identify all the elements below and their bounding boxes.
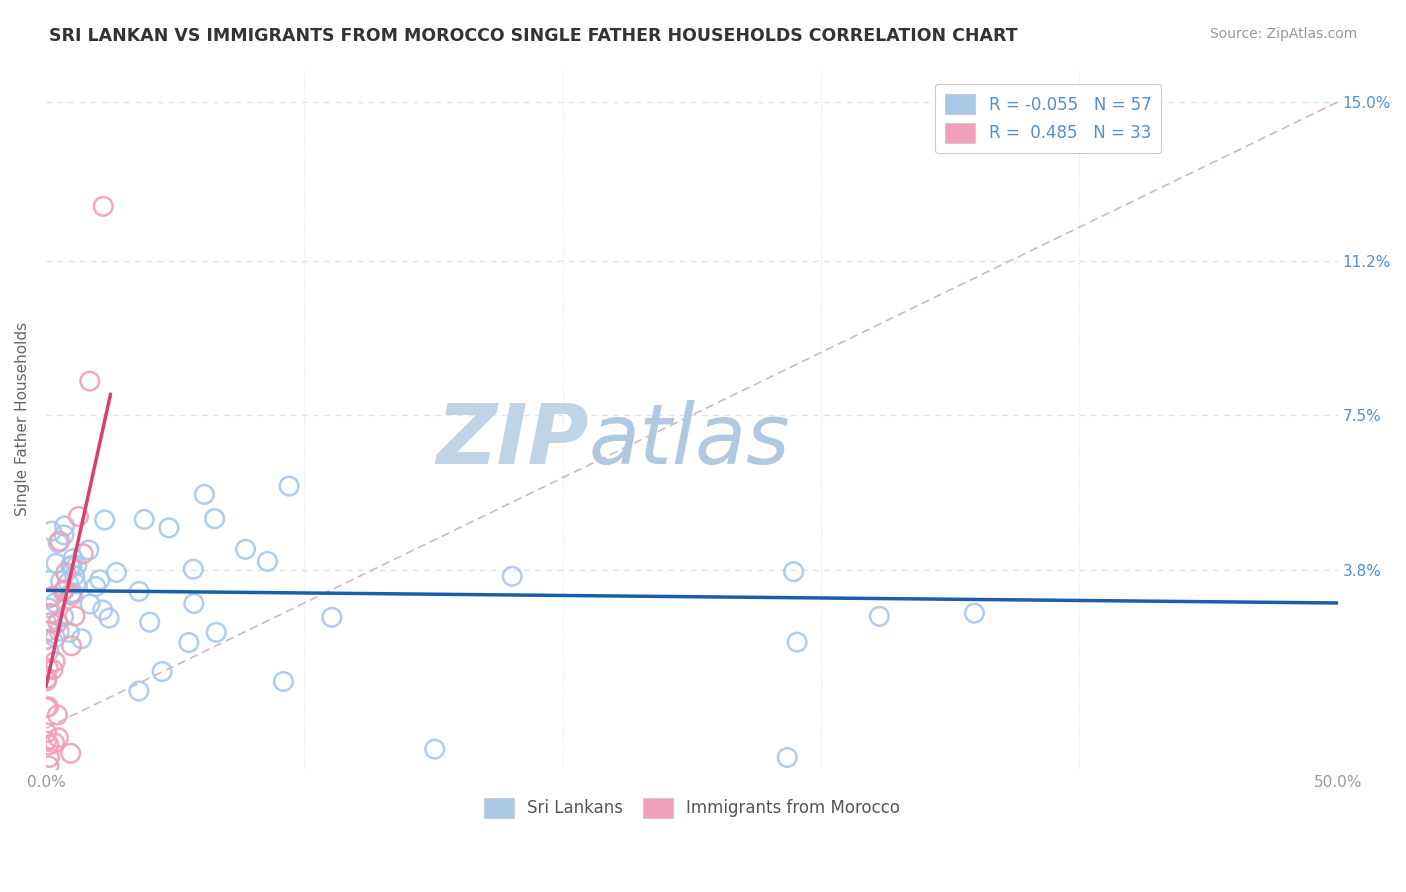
Point bbox=[235, 542, 257, 557]
Point bbox=[134, 512, 156, 526]
Point bbox=[65, 576, 87, 591]
Text: ZIP: ZIP bbox=[436, 400, 589, 481]
Point bbox=[48, 624, 70, 639]
Point bbox=[45, 557, 67, 571]
Point bbox=[38, 574, 60, 588]
Point bbox=[84, 580, 107, 594]
Point bbox=[98, 611, 121, 625]
Point bbox=[35, 672, 58, 686]
Point bbox=[52, 609, 75, 624]
Point bbox=[93, 513, 115, 527]
Point bbox=[193, 487, 215, 501]
Point bbox=[321, 610, 343, 624]
Point bbox=[49, 534, 72, 549]
Point bbox=[52, 584, 75, 599]
Point bbox=[35, 700, 58, 714]
Point bbox=[77, 543, 100, 558]
Point bbox=[776, 750, 799, 764]
Point bbox=[205, 625, 228, 640]
Point bbox=[89, 573, 111, 587]
Point bbox=[58, 625, 80, 640]
Point bbox=[183, 562, 205, 576]
Point bbox=[79, 597, 101, 611]
Point bbox=[35, 632, 58, 647]
Point bbox=[91, 603, 114, 617]
Point bbox=[46, 731, 69, 745]
Point bbox=[66, 558, 89, 573]
Point bbox=[204, 511, 226, 525]
Point bbox=[62, 585, 84, 599]
Text: Source: ZipAtlas.com: Source: ZipAtlas.com bbox=[1209, 27, 1357, 41]
Point bbox=[38, 644, 60, 658]
Point bbox=[157, 521, 180, 535]
Point bbox=[35, 726, 58, 740]
Point bbox=[273, 674, 295, 689]
Point bbox=[128, 584, 150, 599]
Point bbox=[46, 708, 69, 723]
Point bbox=[183, 596, 205, 610]
Y-axis label: Single Father Households: Single Father Households bbox=[15, 322, 30, 516]
Point bbox=[63, 568, 86, 582]
Point bbox=[786, 635, 808, 649]
Point bbox=[58, 575, 80, 590]
Point bbox=[53, 582, 76, 597]
Point bbox=[38, 601, 60, 615]
Point bbox=[38, 750, 60, 764]
Point bbox=[67, 509, 90, 524]
Point bbox=[59, 747, 82, 761]
Point bbox=[41, 524, 63, 538]
Point bbox=[423, 742, 446, 756]
Point bbox=[46, 535, 69, 549]
Point bbox=[138, 615, 160, 629]
Point bbox=[38, 591, 60, 606]
Text: atlas: atlas bbox=[589, 400, 790, 481]
Point bbox=[35, 673, 58, 688]
Point bbox=[177, 635, 200, 649]
Point bbox=[150, 665, 173, 679]
Point bbox=[37, 699, 59, 714]
Point bbox=[37, 661, 59, 675]
Point bbox=[91, 199, 114, 213]
Point bbox=[60, 558, 83, 573]
Point bbox=[39, 607, 62, 621]
Point bbox=[128, 684, 150, 698]
Point bbox=[53, 528, 76, 542]
Point bbox=[44, 631, 66, 645]
Point bbox=[59, 559, 82, 574]
Point bbox=[42, 663, 65, 677]
Point bbox=[53, 519, 76, 533]
Point bbox=[63, 609, 86, 624]
Point bbox=[49, 574, 72, 589]
Point bbox=[44, 655, 66, 669]
Point bbox=[963, 606, 986, 620]
Legend: Sri Lankans, Immigrants from Morocco: Sri Lankans, Immigrants from Morocco bbox=[477, 791, 907, 825]
Point bbox=[55, 566, 77, 580]
Point bbox=[60, 588, 83, 602]
Point bbox=[501, 569, 523, 583]
Point bbox=[79, 374, 101, 388]
Point bbox=[70, 632, 93, 646]
Point bbox=[72, 547, 94, 561]
Point bbox=[38, 759, 60, 773]
Text: SRI LANKAN VS IMMIGRANTS FROM MOROCCO SINGLE FATHER HOUSEHOLDS CORRELATION CHART: SRI LANKAN VS IMMIGRANTS FROM MOROCCO SI… bbox=[49, 27, 1018, 45]
Point bbox=[868, 609, 890, 624]
Point bbox=[105, 566, 128, 580]
Point bbox=[782, 565, 804, 579]
Point bbox=[60, 639, 83, 653]
Point bbox=[46, 615, 69, 630]
Point bbox=[35, 734, 58, 748]
Point bbox=[41, 590, 63, 604]
Point bbox=[44, 736, 66, 750]
Point bbox=[38, 738, 60, 752]
Point bbox=[256, 554, 278, 568]
Point bbox=[39, 615, 62, 630]
Point bbox=[62, 551, 84, 566]
Point bbox=[38, 624, 60, 638]
Point bbox=[278, 479, 301, 493]
Point bbox=[44, 596, 66, 610]
Point bbox=[60, 586, 83, 600]
